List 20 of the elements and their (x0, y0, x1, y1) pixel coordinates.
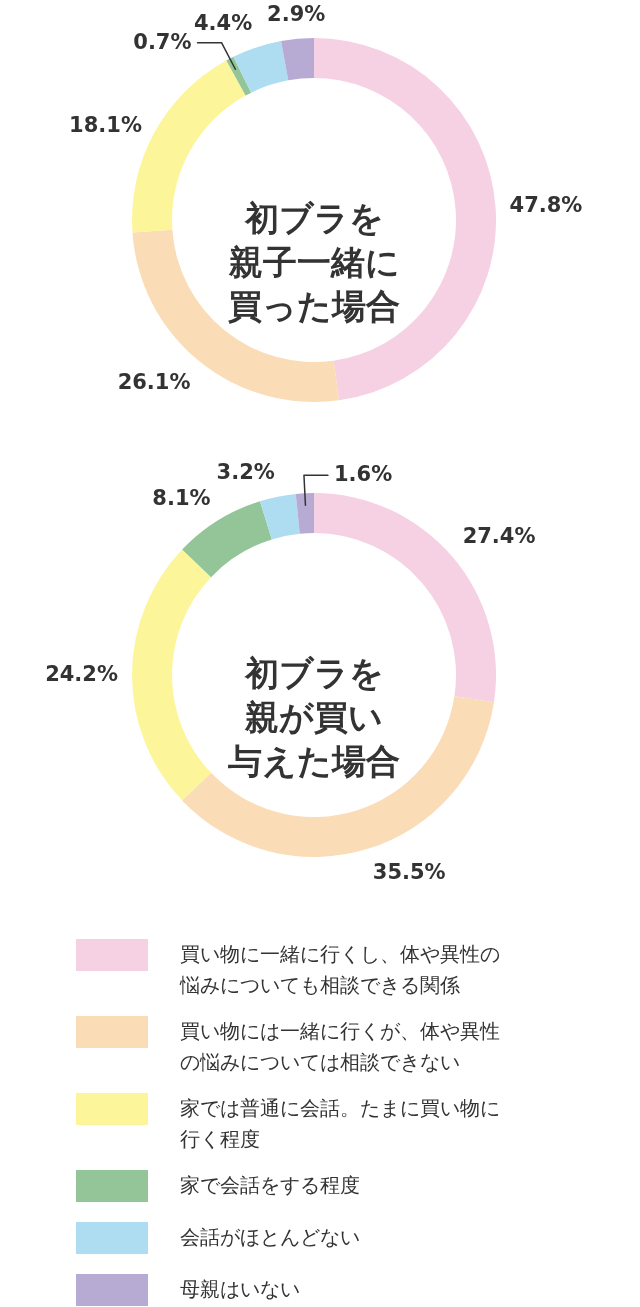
data-label: 18.1% (69, 113, 142, 138)
slice-label: 初ブラを親が買い与えた場合 (227, 653, 400, 781)
data-label: 4.4% (194, 10, 253, 35)
data-label: 27.4% (462, 524, 536, 549)
slice-label: 初ブラを親子一緒に買った場合 (227, 198, 400, 326)
legend-label: 家で会話をする程度 (180, 1173, 360, 1197)
data-label: 26.1% (117, 370, 191, 395)
data-label: 24.2% (45, 662, 118, 686)
data-label: 2.9% (267, 1, 326, 26)
data-label: 3.2% (216, 459, 275, 484)
data-label: 47.8% (509, 193, 583, 218)
legend-label: 家では普通に会話。たまに買い物に行く程度 (180, 1096, 500, 1151)
data-label: 8.1% (152, 485, 211, 510)
legend-label: 買い物に一緒に行くし、体や異性の悩みについても相談できる関係 (179, 942, 500, 997)
legend-label: 買い物には一緒に行くが、体や異性の悩みについては相談できない (180, 1019, 500, 1074)
data-label: 1.6% (333, 462, 393, 487)
data-label: 0.7% (133, 29, 192, 54)
legend-label: 母親はいない (180, 1277, 300, 1301)
legend-label: 会話がほとんどない (180, 1225, 360, 1249)
data-label: 35.5% (372, 859, 446, 884)
